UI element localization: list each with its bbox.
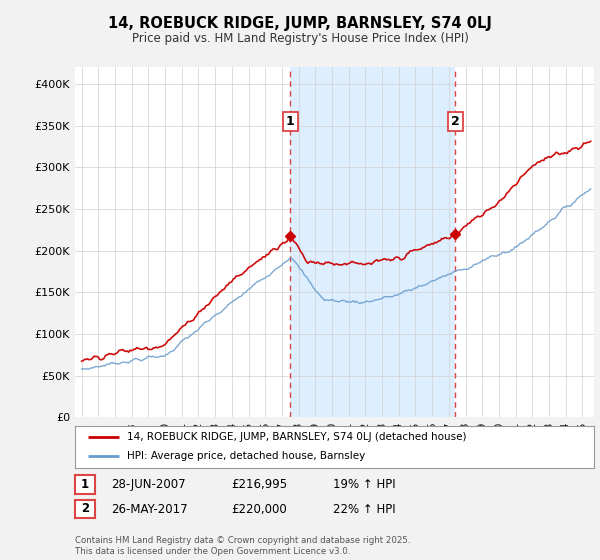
Bar [290,67,455,417]
Text: Contains HM Land Registry data © Crown copyright and database right 2025.
This d: Contains HM Land Registry data © Crown c… [75,536,410,556]
Text: Price paid vs. HM Land Registry's House Price Index (HPI): Price paid vs. HM Land Registry's House … [131,32,469,45]
Text: 26-MAY-2017: 26-MAY-2017 [111,502,188,516]
Text: 19% ↑ HPI: 19% ↑ HPI [333,478,395,492]
Text: 22% ↑ HPI: 22% ↑ HPI [333,502,395,516]
Text: HPI: Average price, detached house, Barnsley: HPI: Average price, detached house, Barn… [127,451,365,461]
Text: £220,000: £220,000 [231,502,287,516]
Text: 2: 2 [81,502,89,515]
Text: 14, ROEBUCK RIDGE, JUMP, BARNSLEY, S74 0LJ (detached house): 14, ROEBUCK RIDGE, JUMP, BARNSLEY, S74 0… [127,432,466,442]
Text: 2: 2 [451,115,460,128]
Text: 1: 1 [286,115,295,128]
Text: £216,995: £216,995 [231,478,287,492]
Text: 28-JUN-2007: 28-JUN-2007 [111,478,185,492]
Text: 1: 1 [81,478,89,491]
Text: 14, ROEBUCK RIDGE, JUMP, BARNSLEY, S74 0LJ: 14, ROEBUCK RIDGE, JUMP, BARNSLEY, S74 0… [108,16,492,31]
